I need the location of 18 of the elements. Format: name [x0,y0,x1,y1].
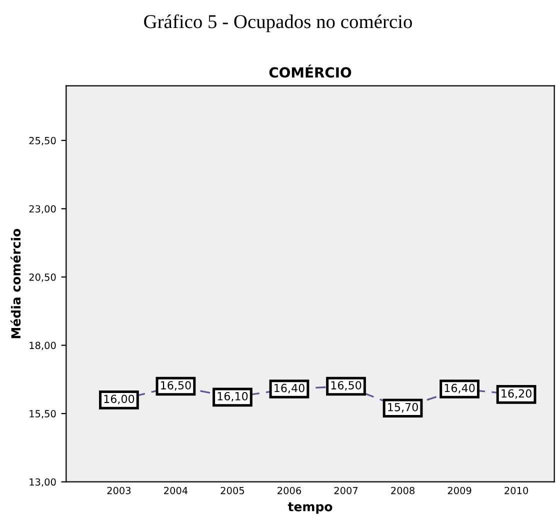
chart-subtitle: Gráfico 5 - Ocupados no comércio [144,14,412,32]
x-tick-label: 2003 [107,486,131,494]
x-tick-label: 2005 [220,486,244,494]
y-tick-label: 15,50 [30,410,56,418]
x-tick-label: 2007 [334,486,358,494]
y-tick-label: 20,50 [29,273,56,282]
x-tick-label: 2010 [504,486,528,494]
y-tick-label: 18,00 [30,342,56,350]
y-tick-label: 25,50 [29,136,56,146]
chart-title: COMÉRCIO [269,64,352,78]
x-axis-title: tempo [288,502,332,514]
y-axis-title: Média comércio [10,228,21,338]
y-tick-label: 13,00 [30,478,56,487]
x-tick-label: 2008 [391,486,414,494]
y-tick-label: 23,00 [29,205,56,214]
x-tick-label: 2009 [448,486,472,494]
x-tick-label: 2006 [278,486,302,494]
x-tick-label: 2004 [164,486,188,494]
